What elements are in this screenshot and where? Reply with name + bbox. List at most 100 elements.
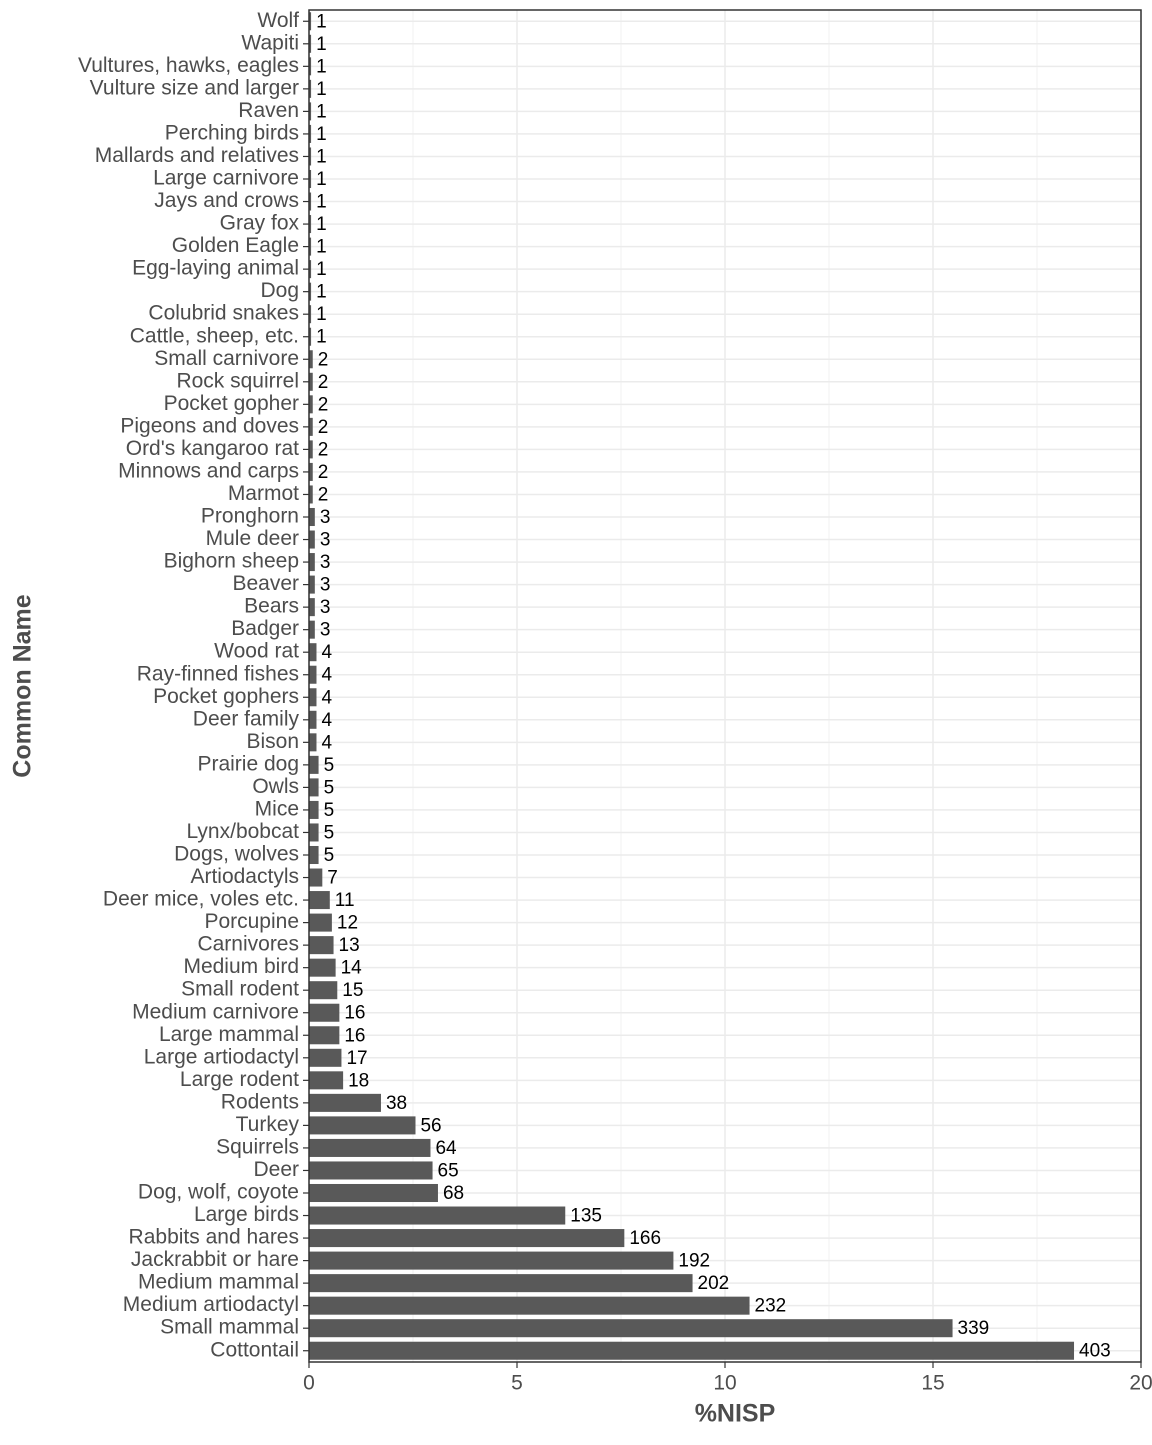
count-label: 38	[386, 1093, 407, 1114]
count-label: 2	[318, 394, 329, 415]
count-label: 3	[320, 575, 331, 596]
bar	[309, 643, 317, 662]
count-label: 1	[316, 79, 327, 100]
bar	[309, 778, 319, 797]
x-tick-label: 20	[1129, 1372, 1152, 1395]
y-tick-label: Cottontail	[210, 1338, 299, 1361]
y-tick-label: Perching birds	[165, 121, 299, 144]
count-label: 1	[316, 304, 327, 325]
bar	[309, 1251, 674, 1270]
count-label: 13	[339, 935, 360, 956]
count-label: 1	[316, 34, 327, 55]
y-tick-label: Rodents	[221, 1090, 299, 1113]
count-label: 3	[320, 552, 331, 573]
bar	[309, 891, 330, 910]
y-tick-label: Vulture size and larger	[90, 76, 299, 99]
y-tick-label: Rock squirrel	[176, 369, 299, 392]
count-label: 1	[316, 146, 327, 167]
bar	[309, 124, 312, 143]
bar	[309, 1048, 342, 1067]
y-tick-label: Owls	[252, 775, 299, 798]
bar	[309, 733, 317, 752]
y-tick-label: Medium artiodactyl	[123, 1293, 299, 1316]
y-tick-label: Small carnivore	[154, 347, 299, 370]
count-label: 135	[570, 1206, 602, 1227]
bar	[309, 530, 315, 549]
y-tick-label: Small rodent	[181, 978, 299, 1001]
bar	[309, 1093, 381, 1112]
y-tick-label: Ray-finned fishes	[137, 662, 299, 685]
bar	[309, 575, 315, 594]
count-label: 2	[318, 439, 329, 460]
count-label: 3	[320, 507, 331, 528]
y-tick-label: Bighorn sheep	[164, 550, 299, 573]
count-label: 1	[316, 56, 327, 77]
x-axis-label: %NISP	[695, 1400, 776, 1428]
y-tick-label: Lynx/bobcat	[187, 820, 300, 843]
y-tick-label: Raven	[238, 99, 299, 122]
y-tick-label: Pronghorn	[201, 505, 299, 528]
count-label: 3	[320, 530, 331, 551]
bar	[309, 79, 312, 98]
y-tick-label: Medium mammal	[138, 1271, 299, 1294]
y-tick-label: Small mammal	[160, 1316, 299, 1339]
count-label: 2	[318, 349, 329, 370]
count-label: 15	[342, 980, 363, 1001]
bar	[309, 237, 312, 256]
y-tick-label: Gray fox	[220, 212, 300, 235]
y-tick-label: Wolf	[257, 9, 299, 32]
bar	[309, 1206, 566, 1225]
y-tick-label: Mice	[255, 797, 299, 820]
bar	[309, 598, 315, 617]
bar	[309, 710, 317, 729]
count-label: 1	[316, 282, 327, 303]
y-tick-label: Beaver	[232, 572, 299, 595]
bar	[309, 1296, 750, 1315]
y-tick-label: Pocket gopher	[164, 392, 299, 415]
count-label: 403	[1079, 1341, 1111, 1362]
count-label: 202	[698, 1273, 730, 1294]
bar	[309, 1319, 953, 1338]
bar	[309, 553, 315, 572]
count-label: 339	[958, 1318, 990, 1339]
y-tick-label: Turkey	[236, 1113, 300, 1136]
count-label: 17	[346, 1048, 367, 1069]
y-tick-label: Jays and crows	[154, 189, 299, 212]
bar	[309, 800, 319, 819]
y-tick-label: Pigeons and doves	[120, 414, 299, 437]
x-tick-label: 10	[713, 1372, 736, 1395]
count-label: 4	[321, 642, 332, 663]
y-tick-label: Medium bird	[183, 955, 299, 978]
count-label: 7	[327, 868, 338, 889]
y-tick-label: Vultures, hawks, eagles	[78, 54, 299, 77]
count-label: 2	[318, 484, 329, 505]
bar	[309, 620, 315, 639]
count-label: 3	[320, 597, 331, 618]
y-tick-label: Deer	[253, 1158, 299, 1181]
count-label: 14	[341, 958, 363, 979]
bar	[309, 12, 312, 31]
count-label: 16	[344, 1025, 365, 1046]
count-label: 5	[324, 755, 335, 776]
y-tick-label: Jackrabbit or hare	[131, 1248, 299, 1271]
y-tick-label: Porcupine	[204, 910, 299, 933]
count-label: 232	[755, 1296, 787, 1317]
bar	[309, 305, 312, 324]
y-tick-label: Cattle, sheep, etc.	[130, 324, 299, 347]
y-tick-label: Large rodent	[180, 1068, 299, 1091]
count-label: 4	[321, 665, 332, 686]
bar	[309, 1161, 433, 1180]
bar	[309, 192, 312, 211]
count-label: 11	[335, 890, 355, 911]
y-tick-label: Medium carnivore	[132, 1000, 299, 1023]
bar	[309, 1274, 693, 1293]
count-label: 1	[316, 124, 327, 145]
count-label: 16	[344, 1003, 365, 1024]
bar	[309, 688, 317, 707]
count-label: 5	[324, 800, 335, 821]
y-tick-label: Large mammal	[159, 1023, 299, 1046]
bar	[309, 1116, 416, 1135]
bar	[309, 169, 312, 189]
count-label: 5	[324, 845, 335, 866]
y-tick-label: Pocket gophers	[153, 685, 299, 708]
